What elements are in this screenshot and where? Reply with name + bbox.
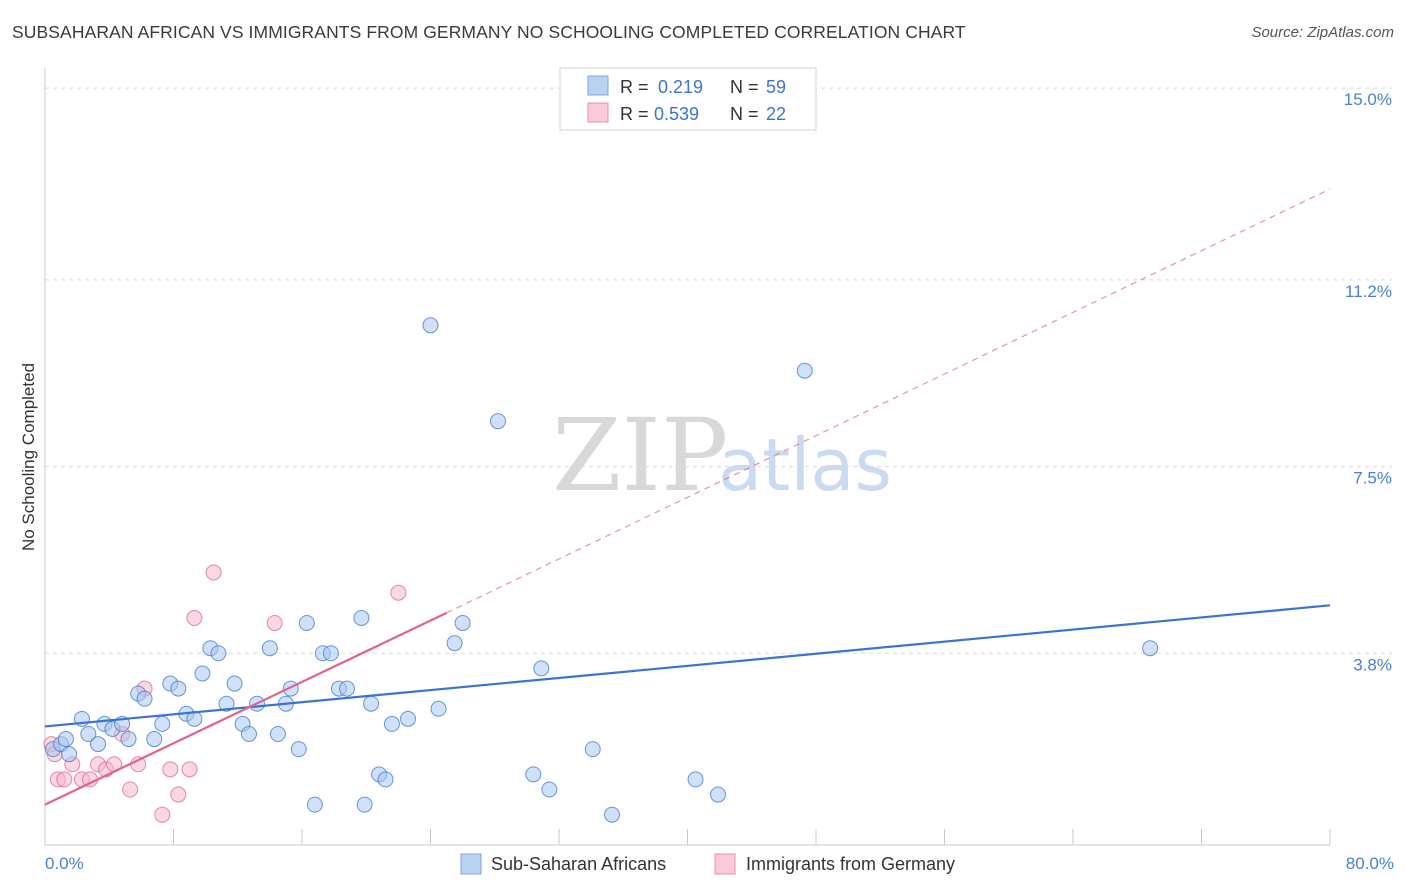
point-sub-saharan [363, 695, 380, 712]
source-credit: Source: ZipAtlas.com [1251, 24, 1394, 41]
point-sub-saharan [584, 741, 601, 758]
watermark: ZIP atlas [552, 397, 892, 514]
trendline-immigrants-germany [44, 611, 448, 806]
point-sub-saharan [146, 731, 163, 748]
trendlines [44, 188, 1331, 806]
point-sub-saharan [306, 796, 323, 813]
x-tick-label: 0.0% [45, 854, 84, 873]
point-sub-saharan [322, 645, 339, 662]
gridlines [45, 87, 1392, 654]
point-sub-saharan [61, 746, 78, 763]
point-immigrants-germany [170, 786, 187, 803]
stats-r-label: R = [620, 77, 649, 97]
point-sub-saharan [422, 317, 439, 334]
point-sub-saharan [377, 771, 394, 788]
y-tick-labels: 3.8% 7.5% 11.2% 15.0% [1344, 90, 1392, 674]
point-sub-saharan [454, 614, 471, 631]
watermark-zip: ZIP [552, 397, 728, 514]
watermark-atlas: atlas [718, 423, 892, 507]
y-tick-label: 11.2% [1345, 282, 1392, 301]
point-sub-saharan [261, 640, 278, 657]
point-sub-saharan [170, 680, 187, 697]
chart-title: SUBSAHARAN AFRICAN VS IMMIGRANTS FROM GE… [12, 22, 966, 42]
stats-legend: R = 0.219 N = 59 R = 0.539 N = 22 [559, 67, 817, 131]
point-immigrants-germany [205, 564, 222, 581]
point-sub-saharan [796, 362, 813, 379]
point-sub-saharan [57, 731, 74, 748]
point-sub-saharan [226, 675, 243, 692]
point-immigrants-germany [390, 584, 407, 601]
point-sub-saharan [533, 660, 550, 677]
stats-r-value: 0.539 [654, 104, 699, 124]
point-sub-saharan [90, 736, 107, 753]
point-sub-saharan [400, 710, 417, 727]
point-sub-saharan [430, 700, 447, 717]
point-sub-saharan [136, 690, 153, 707]
stats-r-value: 0.219 [658, 77, 703, 97]
point-sub-saharan [353, 609, 370, 626]
point-sub-saharan [383, 715, 400, 732]
y-tick-label: 3.8% [1353, 655, 1392, 674]
y-tick-label: 7.5% [1353, 469, 1392, 488]
point-immigrants-germany [162, 761, 179, 778]
stats-swatch-pink [587, 102, 609, 123]
point-sub-saharan [446, 635, 463, 652]
point-sub-saharan [194, 665, 211, 682]
point-sub-saharan [120, 731, 137, 748]
point-sub-saharan [218, 695, 235, 712]
trendline-sub-saharan [44, 604, 1331, 728]
stats-r-label: R = [620, 104, 649, 124]
point-sub-saharan [356, 796, 373, 813]
point-immigrants-germany [122, 781, 139, 798]
y-axis-label: No Schooling Completed [19, 363, 38, 551]
point-sub-saharan [80, 725, 97, 742]
point-immigrants-germany [266, 614, 283, 631]
x-tick-label: 80.0% [1346, 854, 1394, 873]
legend-swatch-blue [460, 853, 482, 875]
point-sub-saharan [290, 741, 307, 758]
legend-label-sub-saharan: Sub-Saharan Africans [491, 854, 666, 874]
point-sub-saharan [154, 715, 171, 732]
point-sub-saharan [210, 645, 227, 662]
legend-swatch-pink [714, 853, 736, 875]
y-tick-label: 15.0% [1344, 90, 1392, 109]
stats-swatch-blue [587, 75, 609, 96]
point-sub-saharan [687, 771, 704, 788]
x-tick-labels: 0.0% 80.0% [45, 854, 1394, 873]
point-immigrants-germany [186, 609, 203, 626]
point-sub-saharan [489, 413, 506, 430]
point-sub-saharan [1142, 640, 1159, 657]
trendline-pink-extension [446, 188, 1331, 614]
point-sub-saharan [269, 725, 286, 742]
point-immigrants-germany [181, 761, 198, 778]
point-sub-saharan [240, 725, 257, 742]
point-immigrants-germany [154, 806, 171, 823]
point-sub-saharan [541, 781, 558, 798]
stats-n-value: 59 [766, 77, 786, 97]
point-immigrants-germany [56, 771, 73, 788]
stats-n-label: N = [730, 104, 759, 124]
legend-label-germany: Immigrants from Germany [746, 854, 955, 874]
point-sub-saharan [604, 806, 621, 823]
point-sub-saharan [710, 786, 727, 803]
point-sub-saharan [338, 680, 355, 697]
stats-n-label: N = [730, 77, 759, 97]
point-sub-saharan [525, 766, 542, 783]
point-sub-saharan [298, 614, 315, 631]
stats-n-value: 22 [766, 104, 786, 124]
series-legend: Sub-Saharan Africans Immigrants from Ger… [460, 853, 955, 875]
axes [44, 68, 1331, 846]
